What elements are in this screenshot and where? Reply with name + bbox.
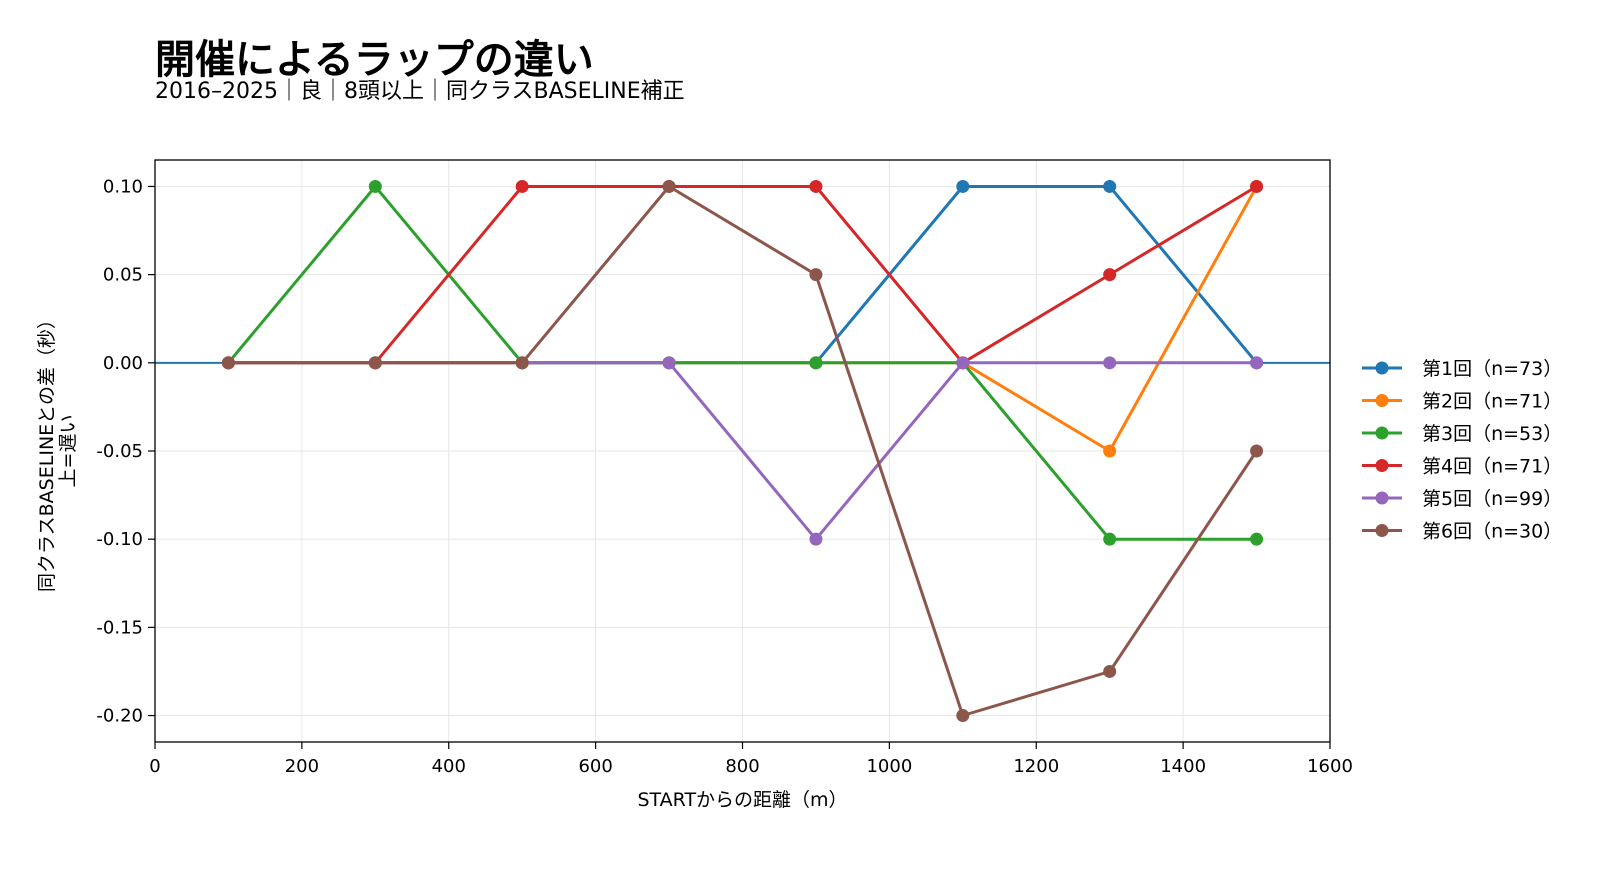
data-point	[1103, 356, 1117, 370]
data-point	[368, 356, 382, 370]
y-tick-label: -0.20	[96, 706, 143, 727]
legend-item: 第1回（n=73）	[1362, 358, 1562, 380]
legend-label: 第5回（n=99）	[1422, 488, 1562, 510]
legend-label: 第3回（n=53）	[1422, 423, 1562, 445]
data-point	[515, 356, 529, 370]
series-line	[227, 185, 1257, 541]
data-point	[221, 356, 235, 370]
data-point	[956, 356, 970, 370]
data-point	[1103, 268, 1117, 282]
data-point	[1250, 444, 1264, 458]
y-axis-label-line: 上=遅い	[57, 415, 79, 488]
legend-swatch-marker	[1375, 394, 1389, 407]
legend-label: 第2回（n=71）	[1422, 391, 1562, 413]
data-point	[809, 532, 823, 546]
y-axis-label: 同クラスBASELINEとの差（秒） 上=遅い	[36, 310, 79, 592]
chart-title: 開催によるラップの違い	[155, 37, 594, 83]
data-point	[1103, 664, 1117, 678]
y-tick-label: -0.10	[96, 529, 143, 550]
y-tick-label: -0.15	[96, 617, 143, 638]
data-point	[956, 709, 970, 723]
x-axis-label: STARTからの距離（m）	[637, 789, 847, 811]
series-6	[221, 179, 1264, 723]
legend-label: 第4回（n=71）	[1422, 456, 1562, 478]
series-group	[221, 179, 1264, 723]
data-point	[809, 179, 823, 193]
data-point	[515, 179, 529, 193]
data-point	[1250, 356, 1264, 370]
y-axis-label-line: 同クラスBASELINEとの差（秒）	[36, 310, 58, 592]
legend-swatch-marker	[1375, 426, 1389, 440]
y-tick-label: 0.05	[103, 265, 143, 286]
y-tick-label: 0.00	[103, 353, 143, 374]
data-point	[1250, 532, 1264, 546]
axis-ticks: 0 200 400 600 800 1000 1200 1400 1600 0.10 0.05 0.0…	[96, 176, 1352, 777]
legend-label: 第1回（n=73）	[1422, 358, 1562, 380]
legend-swatch-marker	[1375, 459, 1389, 472]
legend-item: 第5回（n=99）	[1362, 488, 1562, 510]
x-tick-label: 1200	[1013, 756, 1059, 777]
data-point	[662, 356, 676, 370]
data-point	[1103, 532, 1117, 546]
series-line	[228, 185, 1258, 365]
legend-item: 第3回（n=53）	[1362, 423, 1562, 445]
legend-label: 第6回（n=30）	[1422, 521, 1562, 543]
data-point	[956, 179, 970, 193]
y-tick-label: -0.05	[96, 441, 143, 462]
legend: 第1回（n=73） 第2回（n=71） 第3回（n=53） 第4回（n=71） 第5回（…	[1362, 358, 1562, 543]
legend-item: 第4回（n=71）	[1362, 456, 1562, 478]
legend-swatch-marker	[1375, 361, 1389, 375]
y-tick-label: 0.10	[103, 176, 143, 197]
x-tick-label: 600	[578, 756, 612, 777]
legend-swatch-marker	[1375, 524, 1389, 537]
legend-item: 第6回（n=30）	[1362, 521, 1562, 543]
series-line	[228, 185, 1258, 717]
chart-subtitle: 2016–2025｜良｜8頭以上｜同クラスBASELINE補正	[155, 79, 685, 104]
data-point	[809, 268, 823, 282]
x-tick-label: 1400	[1160, 756, 1206, 777]
legend-swatch-marker	[1375, 491, 1389, 505]
data-point	[1103, 179, 1117, 193]
legend-item: 第2回（n=71）	[1362, 391, 1562, 413]
x-tick-label: 400	[432, 756, 466, 777]
data-point	[368, 179, 382, 193]
x-tick-label: 1600	[1307, 756, 1353, 777]
x-tick-label: 1000	[866, 756, 912, 777]
data-point	[662, 179, 676, 193]
x-tick-label: 0	[149, 756, 160, 777]
x-tick-label: 200	[285, 756, 319, 777]
x-tick-label: 800	[725, 756, 759, 777]
data-point	[1250, 179, 1264, 193]
data-point	[1103, 444, 1117, 458]
data-point	[809, 356, 823, 370]
